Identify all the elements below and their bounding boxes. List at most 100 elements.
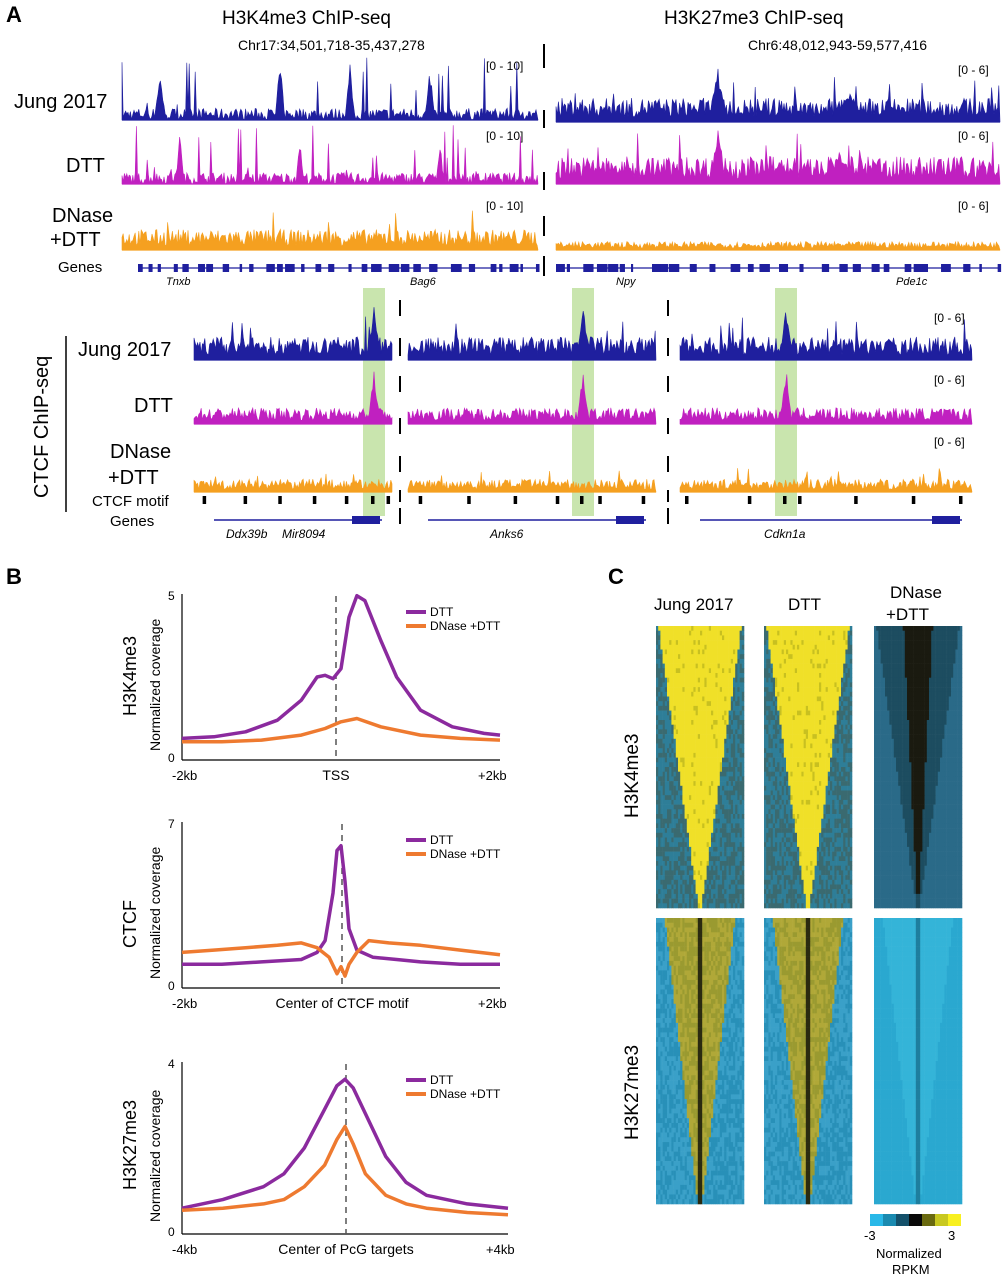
heatmap-cell [664, 715, 668, 721]
heatmap-cell [847, 809, 851, 815]
heatmap-cell [764, 705, 767, 711]
heatmap-cell [693, 752, 696, 758]
heatmap-cell [708, 889, 712, 895]
heatmap-cell [660, 673, 663, 678]
heatmap-cell [664, 635, 668, 641]
heatmap-cell [726, 846, 729, 852]
heatmap-cell [777, 809, 780, 815]
heatmap-cell [695, 884, 699, 890]
heatmap-cell [814, 663, 818, 669]
heatmap-cell [684, 626, 688, 631]
heatmap-cell [812, 785, 815, 791]
heatmap-cell [689, 710, 692, 716]
heatmap-cell [700, 832, 703, 838]
heatmap-cell [770, 771, 774, 777]
heatmap-cell [772, 898, 776, 904]
heatmap-cell [827, 673, 831, 678]
heatmap-cell [669, 658, 672, 664]
heatmap-cell [772, 752, 776, 758]
heatmap-cell [669, 776, 672, 782]
heatmap-cell [735, 893, 738, 899]
heatmap-cell [814, 752, 818, 758]
heatmap-cell [702, 710, 705, 716]
heatmap-cell [792, 663, 796, 669]
heatmap-cell [797, 720, 800, 725]
heatmap-cell [836, 654, 840, 660]
heatmap-cell [781, 762, 785, 768]
heatmap-cell [832, 771, 835, 777]
heatmap-cell [722, 649, 725, 655]
heatmap-cell [660, 875, 663, 881]
heatmap-cell [777, 626, 780, 631]
heatmap-cell [838, 837, 842, 843]
heatmap-cell [735, 710, 738, 716]
heatmap-cell [693, 673, 696, 678]
heatmap-cell [671, 748, 674, 754]
heatmap-cell [678, 762, 681, 768]
heatmap-cell [808, 771, 811, 777]
heatmap-cell [836, 687, 840, 693]
heatmap-cell [693, 814, 696, 819]
heatmap-cell [689, 677, 692, 683]
heatmap-cell [702, 842, 705, 848]
heatmap-cell [805, 846, 809, 852]
heatmap-cell [849, 785, 853, 791]
heatmap-cell [814, 635, 818, 641]
heatmap-cell [781, 696, 785, 702]
heatmap-cell [673, 846, 677, 852]
heatmap-cell [673, 640, 677, 646]
heatmap-cell [838, 767, 842, 772]
heatmap-cell [700, 790, 703, 796]
heatmap-cell [708, 804, 712, 810]
heatmap-cell [783, 729, 787, 735]
heatmap-cell [719, 875, 723, 881]
heatmap-cell [841, 889, 844, 895]
heatmap-cell [684, 832, 688, 838]
heatmap-cell [786, 861, 789, 866]
heatmap-cell [684, 851, 688, 857]
heatmap-cell [770, 898, 774, 904]
heatmap-cell [669, 663, 672, 669]
heatmap-cell [682, 865, 685, 871]
heatmap-cell [812, 640, 815, 646]
heatmap-cell [772, 809, 776, 815]
heatmap-cell [737, 790, 740, 796]
heatmap-cell [766, 785, 769, 791]
heatmap-cell [704, 889, 707, 895]
heatmap-cell [812, 795, 815, 801]
heatmap-cell [832, 715, 835, 721]
heatmap-cell [816, 630, 820, 636]
heatmap-cell [790, 720, 793, 725]
heatmap-cell [801, 677, 804, 683]
heatmap-cell [741, 842, 745, 848]
heatmap-cell [801, 738, 804, 744]
heatmap-cell [724, 644, 727, 650]
heatmap-cell [799, 677, 802, 683]
heatmap-cell [775, 795, 778, 801]
heatmap-cell [719, 856, 723, 862]
heatmap-cell [682, 658, 685, 664]
heatmap-cell [783, 696, 787, 702]
heatmap-cell [821, 776, 824, 782]
heatmap-cell [812, 856, 815, 862]
heatmap-cell [671, 696, 674, 702]
heatmap-cell [658, 682, 661, 688]
heatmap-cell [779, 644, 782, 650]
heatmap-cell [741, 635, 745, 641]
heatmap-cell [719, 635, 723, 641]
heatmap-cell [810, 799, 813, 805]
heatmap-cell [827, 898, 831, 904]
heatmap-cell [849, 668, 853, 674]
heatmap-cell [735, 752, 738, 758]
heatmap-cell [770, 767, 774, 772]
heatmap-cell [766, 842, 769, 848]
heatmap-cell [728, 691, 732, 697]
heatmap-cell [660, 626, 663, 631]
heatmap-cell [693, 889, 696, 895]
heatmap-cell [797, 630, 800, 636]
heatmap-cell [847, 767, 851, 772]
heatmap-cell [660, 856, 663, 862]
heatmap-cell [768, 846, 771, 852]
heatmap-cell [792, 677, 796, 683]
ctcf-motif-mark [854, 496, 858, 504]
